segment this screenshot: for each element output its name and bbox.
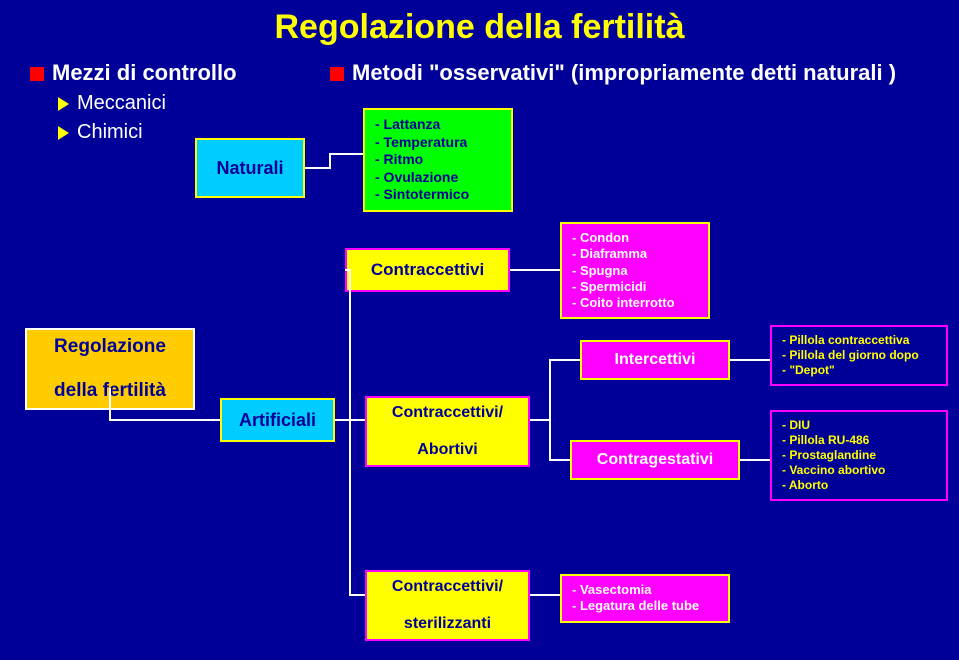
bullet-triangle-icon — [58, 126, 69, 140]
bullet-square-icon — [330, 67, 344, 81]
box-contragestativi: Contragestativi — [570, 440, 740, 480]
bullet-triangle-icon — [58, 97, 69, 111]
box-contraccettivi-list: - Condon- Diaframma- Spugna- Spermicidi-… — [560, 222, 710, 319]
mezzi-heading: Mezzi di controllo — [30, 60, 237, 86]
box-artificiali: Artificiali — [220, 398, 335, 442]
box-pillola-list: - Pillola contraccettiva- Pillola del gi… — [770, 325, 948, 386]
mezzi-block: Mezzi di controllo Meccanici Chimici — [30, 60, 237, 144]
box-natural-methods-list: - Lattanza- Temperatura- Ritmo- Ovulazio… — [363, 108, 513, 212]
page-title: Regolazione della fertilità — [0, 8, 959, 47]
box-abortivi: Contraccettivi/Abortivi — [365, 396, 530, 467]
box-naturali: Naturali — [195, 138, 305, 198]
box-vasectomia-list: - Vasectomia- Legatura delle tube — [560, 574, 730, 623]
box-sterilizzanti: Contraccettivi/sterilizzanti — [365, 570, 530, 641]
box-intercettivi: Intercettivi — [580, 340, 730, 380]
box-regolazione: Regolazionedella fertilità — [25, 328, 195, 410]
box-diu-list: - DIU- Pillola RU-486- Prostaglandine- V… — [770, 410, 948, 501]
bullet-square-icon — [30, 67, 44, 81]
box-contraccettivi: Contraccettivi — [345, 248, 510, 292]
metodi-heading: Metodi "osservativi" (impropriamente det… — [330, 60, 896, 86]
mezzi-sub1: Meccanici — [58, 92, 237, 115]
title-text: Regolazione della fertilità — [275, 8, 685, 46]
